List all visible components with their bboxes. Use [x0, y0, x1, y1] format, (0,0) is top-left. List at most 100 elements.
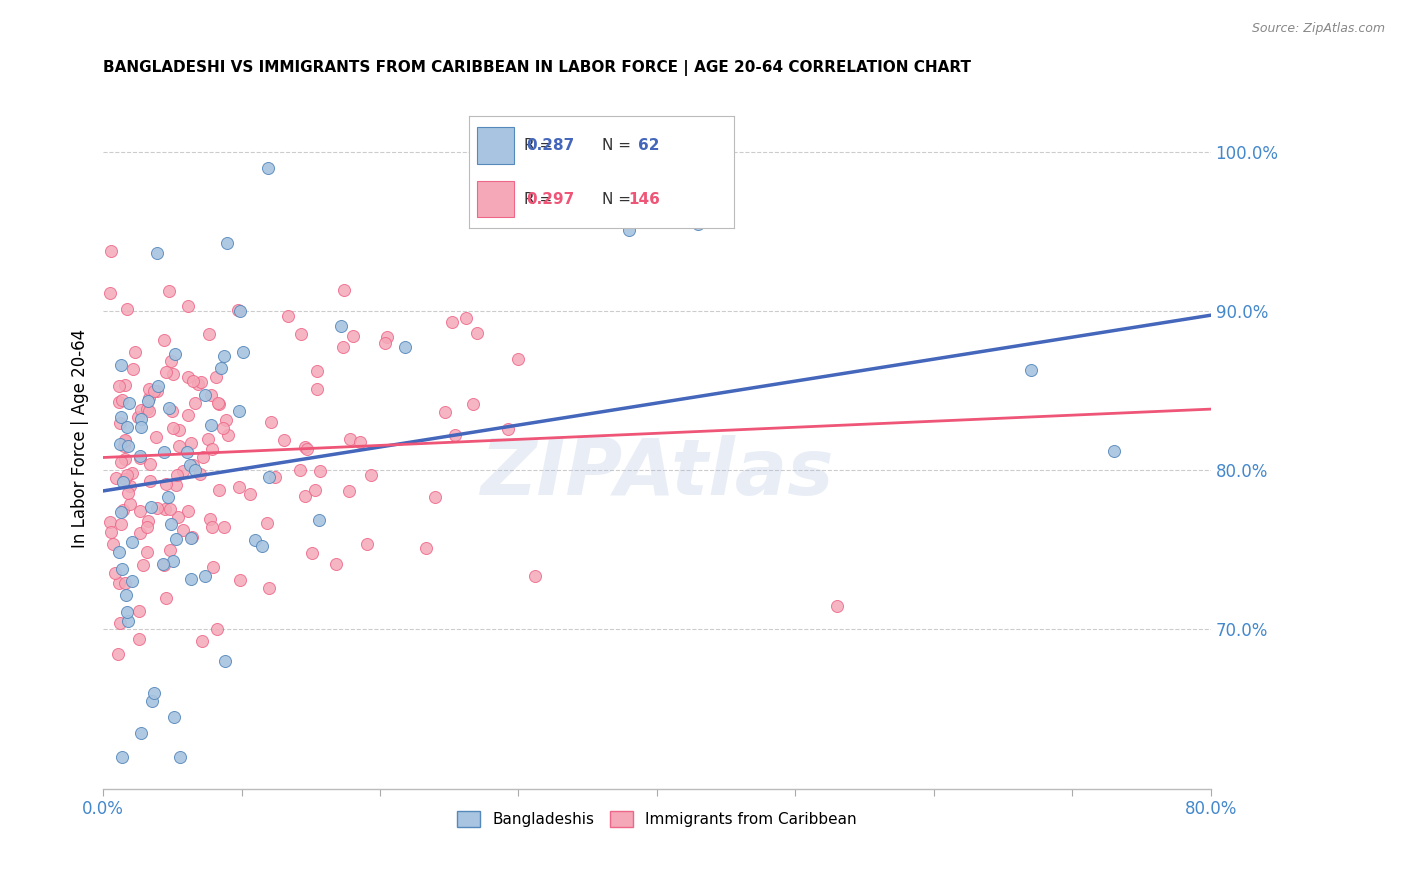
Point: [139, 475, 162, 489]
Point: [356, 537, 378, 551]
Point: [228, 303, 250, 318]
Point: [243, 533, 266, 548]
Point: [209, 361, 232, 376]
Point: [212, 349, 235, 363]
Point: [169, 749, 191, 764]
Point: [165, 533, 187, 547]
Point: [197, 432, 219, 446]
Point: [165, 347, 187, 361]
Point: [155, 477, 177, 491]
Point: [305, 363, 328, 377]
Point: [159, 502, 181, 516]
Point: [184, 463, 207, 477]
Point: [112, 439, 135, 453]
Point: [325, 557, 347, 571]
Point: [167, 510, 190, 524]
Point: [179, 458, 201, 472]
Point: [141, 500, 163, 514]
Point: [152, 557, 174, 571]
Point: [121, 535, 143, 549]
Point: [202, 560, 225, 574]
Point: [159, 354, 181, 368]
Point: [444, 428, 467, 442]
Point: [208, 483, 231, 497]
Point: [129, 525, 152, 540]
Point: [100, 244, 122, 258]
Point: [394, 339, 416, 353]
Point: [120, 479, 142, 493]
Point: [290, 327, 312, 342]
Point: [197, 326, 219, 341]
Point: [114, 451, 136, 466]
Point: [110, 359, 132, 373]
Point: [523, 569, 546, 583]
Point: [108, 416, 131, 430]
Point: [143, 686, 166, 700]
Point: [128, 632, 150, 647]
Point: [309, 464, 332, 478]
Point: [214, 654, 236, 668]
Point: [208, 397, 231, 411]
Point: [115, 302, 138, 317]
Point: [177, 504, 200, 518]
Point: [124, 344, 146, 359]
Point: [200, 512, 222, 526]
Point: [100, 525, 122, 540]
Point: [131, 726, 153, 740]
Point: [153, 444, 176, 458]
Point: [194, 569, 217, 583]
Point: [330, 318, 353, 333]
Point: [108, 545, 131, 559]
Point: [239, 486, 262, 500]
Point: [232, 344, 254, 359]
Point: [360, 468, 382, 483]
Point: [114, 433, 136, 447]
Point: [337, 483, 360, 498]
Point: [157, 401, 180, 415]
Point: [825, 599, 848, 614]
Point: [167, 423, 190, 437]
Point: [111, 749, 134, 764]
Point: [434, 405, 457, 419]
Point: [162, 554, 184, 568]
Point: [349, 434, 371, 449]
Point: [201, 519, 224, 533]
Y-axis label: In Labor Force | Age 20-64: In Labor Force | Age 20-64: [72, 329, 89, 548]
Point: [176, 445, 198, 459]
Point: [143, 384, 166, 399]
Point: [115, 605, 138, 619]
Point: [163, 710, 186, 724]
Point: [169, 439, 191, 453]
Point: [146, 378, 169, 392]
Point: [101, 537, 124, 551]
Point: [183, 374, 205, 388]
Point: [155, 502, 177, 516]
Point: [108, 576, 131, 591]
Point: [250, 540, 273, 554]
Point: [160, 517, 183, 532]
Point: [129, 449, 152, 463]
Point: [110, 410, 132, 425]
Point: [138, 457, 160, 471]
Point: [425, 490, 447, 504]
Point: [98, 286, 121, 301]
Point: [200, 418, 222, 433]
Point: [107, 648, 129, 662]
Point: [160, 404, 183, 418]
Point: [294, 441, 316, 455]
Point: [177, 370, 200, 384]
Point: [305, 382, 328, 396]
Point: [183, 396, 205, 410]
Point: [180, 436, 202, 450]
Point: [194, 387, 217, 401]
Point: [1019, 363, 1042, 377]
Point: [104, 566, 127, 580]
Point: [111, 562, 134, 576]
Point: [145, 430, 167, 444]
Point: [135, 545, 157, 559]
Point: [339, 432, 361, 446]
Point: [214, 413, 236, 427]
Point: [1102, 443, 1125, 458]
Point: [176, 299, 198, 313]
Point: [214, 520, 236, 534]
